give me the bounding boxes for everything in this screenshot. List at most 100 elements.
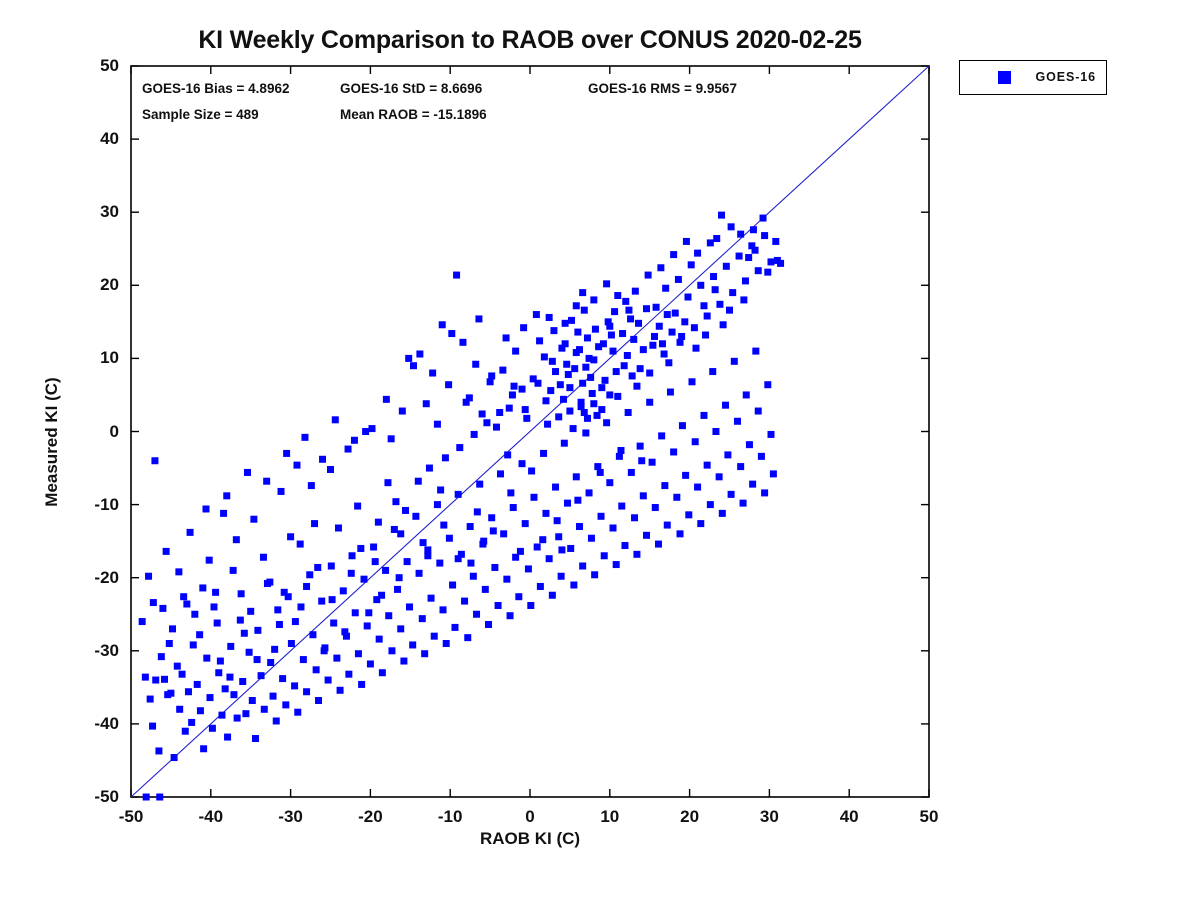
data-point <box>253 656 261 664</box>
data-point <box>658 340 666 348</box>
data-point <box>521 406 529 414</box>
x-tick-label: -30 <box>278 807 303 826</box>
data-point <box>670 448 678 456</box>
data-point <box>188 718 196 726</box>
data-point <box>425 464 433 472</box>
data-point <box>654 540 662 548</box>
data-point <box>528 467 536 475</box>
data-point <box>727 223 735 231</box>
data-point <box>658 432 666 440</box>
data-point <box>745 254 753 262</box>
data-point <box>682 237 690 245</box>
data-point <box>583 414 591 422</box>
data-point <box>392 498 400 506</box>
data-point <box>739 499 747 507</box>
data-point <box>571 365 579 373</box>
data-point <box>651 504 659 512</box>
data-point <box>718 509 726 517</box>
data-point <box>229 566 237 574</box>
data-point <box>237 590 245 598</box>
data-point <box>769 470 777 478</box>
data-point <box>606 391 614 399</box>
data-point <box>333 654 341 662</box>
data-point <box>433 420 441 428</box>
data-point <box>588 389 596 397</box>
data-point <box>283 449 291 457</box>
data-point <box>595 343 603 351</box>
data-point <box>412 512 420 520</box>
data-point <box>570 581 578 589</box>
data-point <box>328 596 336 604</box>
data-point <box>687 261 695 269</box>
data-point <box>593 411 601 419</box>
data-point <box>141 673 149 681</box>
data-point <box>533 543 541 551</box>
data-point <box>532 311 540 319</box>
data-point <box>494 601 502 609</box>
data-point <box>345 670 353 678</box>
data-point <box>606 322 614 330</box>
data-point <box>263 477 271 485</box>
data-point <box>600 552 608 560</box>
data-point <box>715 473 723 481</box>
data-point <box>291 618 299 626</box>
data-point <box>590 356 598 364</box>
data-point <box>461 597 469 605</box>
data-point <box>480 537 488 545</box>
data-point <box>547 387 555 395</box>
data-point <box>500 530 508 538</box>
data-point <box>365 609 373 617</box>
data-point <box>433 501 441 509</box>
data-point <box>220 509 228 517</box>
data-point <box>242 710 250 718</box>
data-point <box>700 302 708 310</box>
data-point <box>176 705 184 713</box>
data-point <box>459 338 467 346</box>
data-point <box>574 496 582 504</box>
data-point <box>445 534 453 542</box>
data-point <box>764 381 772 389</box>
data-point <box>631 287 639 295</box>
data-point <box>196 707 204 715</box>
data-point <box>445 381 453 389</box>
data-point <box>575 523 583 531</box>
data-point <box>221 685 229 693</box>
data-point <box>643 305 651 313</box>
data-point <box>395 574 403 582</box>
data-point <box>178 670 186 678</box>
data-point <box>652 303 660 311</box>
data-point <box>149 599 157 607</box>
data-point <box>341 628 349 636</box>
data-point <box>759 214 767 222</box>
y-tick-label: 20 <box>100 275 119 295</box>
x-tick-label: -10 <box>437 807 463 826</box>
data-point <box>499 366 507 374</box>
data-point <box>650 332 658 340</box>
data-point <box>719 321 727 329</box>
data-point <box>512 347 520 355</box>
data-point <box>591 571 599 579</box>
data-point <box>741 277 749 285</box>
data-point <box>149 722 157 730</box>
data-point <box>191 610 199 618</box>
data-point <box>518 385 526 393</box>
data-point <box>754 407 762 415</box>
data-point <box>227 642 235 650</box>
data-point <box>422 400 430 408</box>
data-point <box>473 508 481 516</box>
data-point <box>545 555 553 563</box>
data-point <box>462 398 470 406</box>
data-point <box>162 547 170 555</box>
data-point <box>397 625 405 633</box>
data-point <box>648 458 656 466</box>
legend[interactable]: GOES-16 <box>959 60 1107 95</box>
data-point <box>692 344 700 352</box>
data-point <box>491 563 499 571</box>
data-point <box>318 597 326 605</box>
data-point <box>507 489 515 497</box>
data-point <box>257 672 265 680</box>
data-point <box>575 346 583 354</box>
data-point <box>694 483 702 491</box>
data-point <box>527 601 535 609</box>
data-point <box>587 373 595 381</box>
